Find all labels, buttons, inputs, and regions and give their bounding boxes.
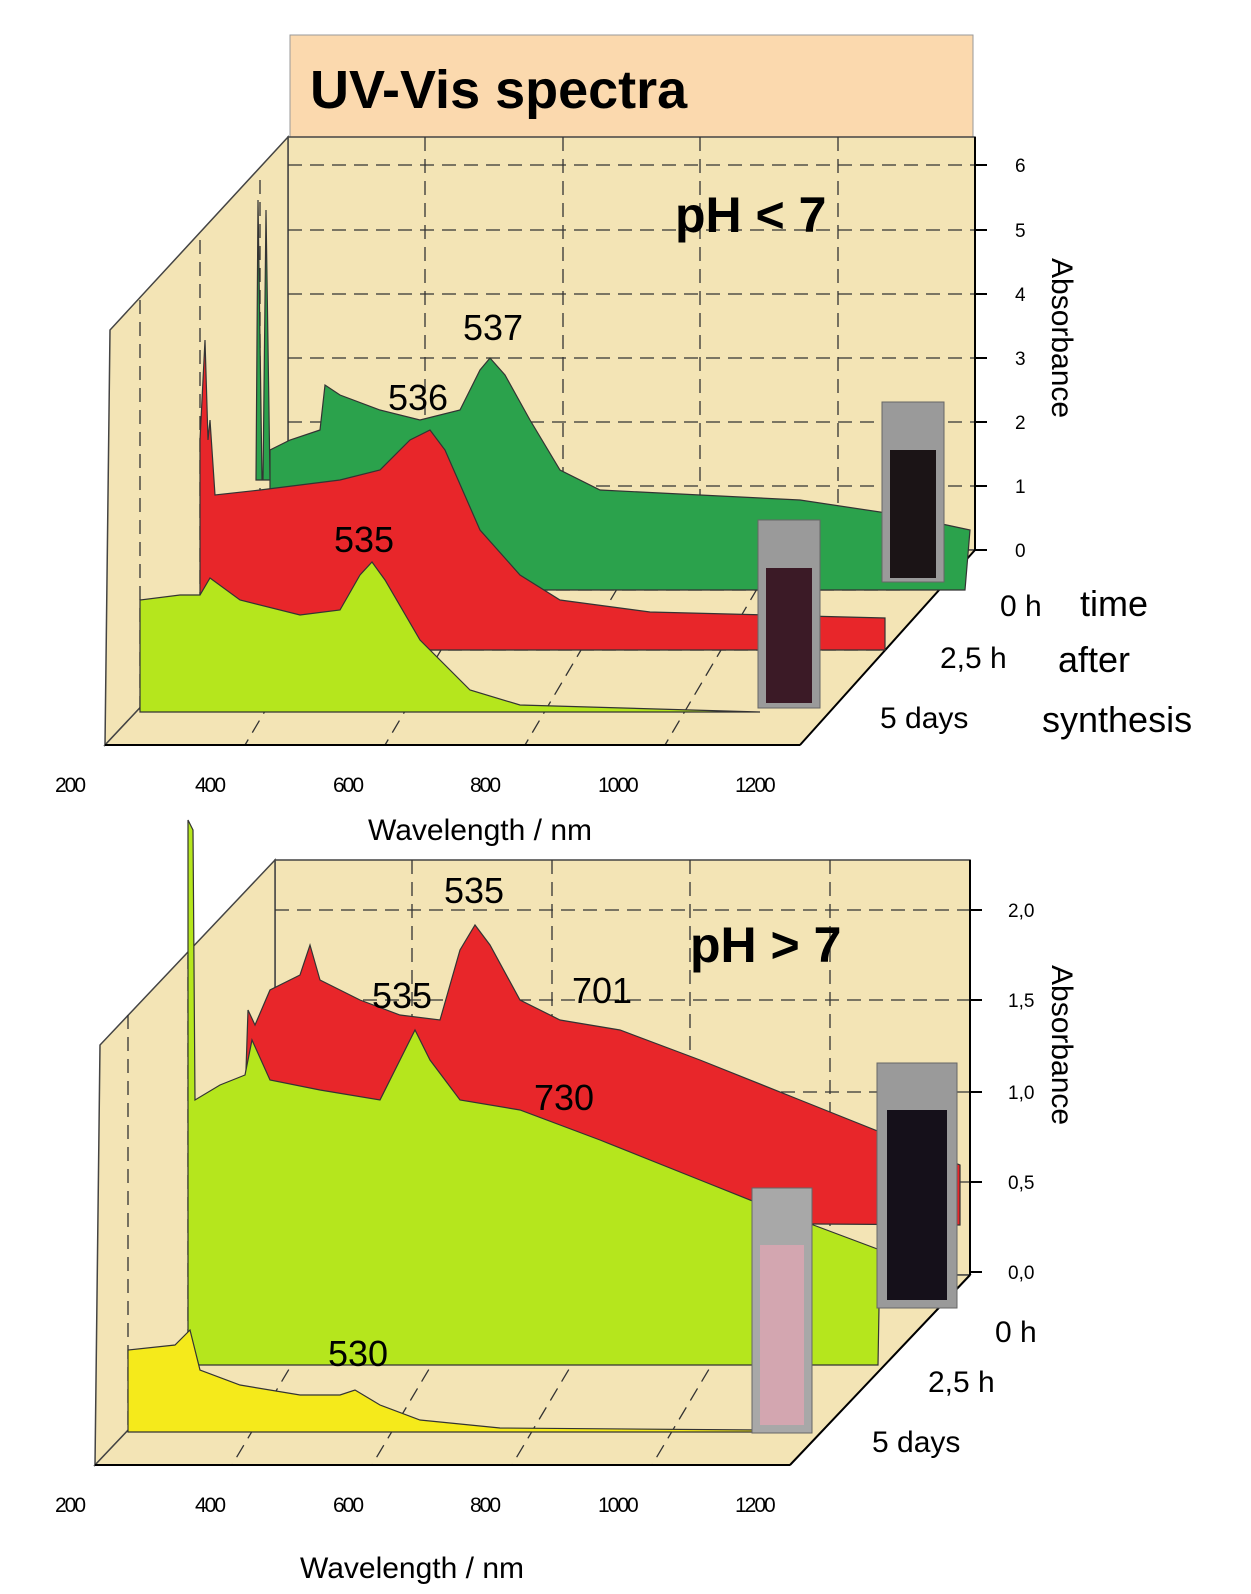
- y-tick-label: 1: [1015, 477, 1026, 498]
- panel-label: pH > 7: [690, 917, 841, 973]
- peak-label: 536: [388, 377, 448, 418]
- cuvette-liquid: [760, 1245, 804, 1425]
- y-tick-label: 3: [1015, 349, 1026, 370]
- time-caption: after: [1058, 639, 1130, 680]
- x-tick-label: 1200: [735, 1494, 775, 1517]
- series-label: 5 days: [880, 702, 968, 735]
- time-caption: synthesis: [1042, 699, 1192, 740]
- x-axis-title: Wavelength / nm: [300, 1552, 524, 1585]
- series-label: 2,5 h: [928, 1366, 995, 1399]
- y-ticks: [975, 164, 987, 551]
- time-caption: time: [1080, 583, 1148, 624]
- y-axis-title: Absorbance: [1045, 965, 1078, 1125]
- peak-label: 535: [372, 975, 432, 1016]
- title-box: [289, 34, 974, 138]
- y-tick-label: 1,5: [1008, 991, 1034, 1012]
- peak-label: 530: [328, 1333, 388, 1374]
- x-tick-label: 200: [55, 1494, 85, 1517]
- x-tick-label: 400: [195, 774, 225, 797]
- y-tick-label: 6: [1015, 156, 1026, 177]
- x-tick-label: 600: [333, 774, 363, 797]
- y-ticks: [970, 909, 982, 1273]
- x-tick-label: 1200: [735, 774, 775, 797]
- y-tick-label: 4: [1015, 285, 1026, 306]
- y-tick-label: 2,0: [1008, 901, 1034, 922]
- cuvette-liquid: [766, 568, 812, 703]
- y-tick-label: 5: [1015, 221, 1026, 242]
- cuvette-liquid: [890, 450, 936, 578]
- series-label: 5 days: [872, 1426, 960, 1459]
- spectrum-5days: [139, 561, 761, 713]
- panel-bottom: pH > 7 535 535 701 730 530 0,0 0,5 1,0 1…: [55, 819, 1078, 1585]
- y-tick-label: 2: [1015, 413, 1026, 434]
- panel-top: pH < 7 537 536 535 0 1 2 3 4 5 6 Absorba…: [55, 135, 1192, 847]
- x-tick-label: 200: [55, 774, 85, 797]
- peak-label: 730: [534, 1077, 594, 1118]
- title: UV-Vis spectra: [310, 60, 688, 120]
- y-tick-label: 0: [1015, 541, 1026, 562]
- x-tick-label: 800: [470, 1494, 500, 1517]
- x-tick-label: 400: [195, 1494, 225, 1517]
- peak-label: 535: [444, 870, 504, 911]
- peak-label: 535: [334, 519, 394, 560]
- panel-label: pH < 7: [675, 187, 826, 243]
- peak-label: 701: [572, 970, 632, 1011]
- x-tick-label: 1000: [598, 1494, 638, 1517]
- y-axis-title: Absorbance: [1045, 258, 1078, 418]
- y-tick-label: 0,0: [1008, 1263, 1034, 1284]
- spectrum-5days: [127, 1328, 761, 1433]
- x-tick-label: 800: [470, 774, 500, 797]
- series-label: 2,5 h: [940, 642, 1007, 675]
- x-tick-label: 1000: [598, 774, 638, 797]
- y-tick-label: 1,0: [1008, 1083, 1034, 1104]
- series-label: 0 h: [995, 1316, 1037, 1349]
- series-label: 0 h: [1000, 590, 1042, 623]
- cuvette-liquid: [887, 1110, 947, 1300]
- peak-label: 537: [463, 307, 523, 348]
- x-axis-title: Wavelength / nm: [368, 814, 592, 847]
- y-tick-label: 0,5: [1008, 1173, 1034, 1194]
- x-tick-label: 600: [333, 1494, 363, 1517]
